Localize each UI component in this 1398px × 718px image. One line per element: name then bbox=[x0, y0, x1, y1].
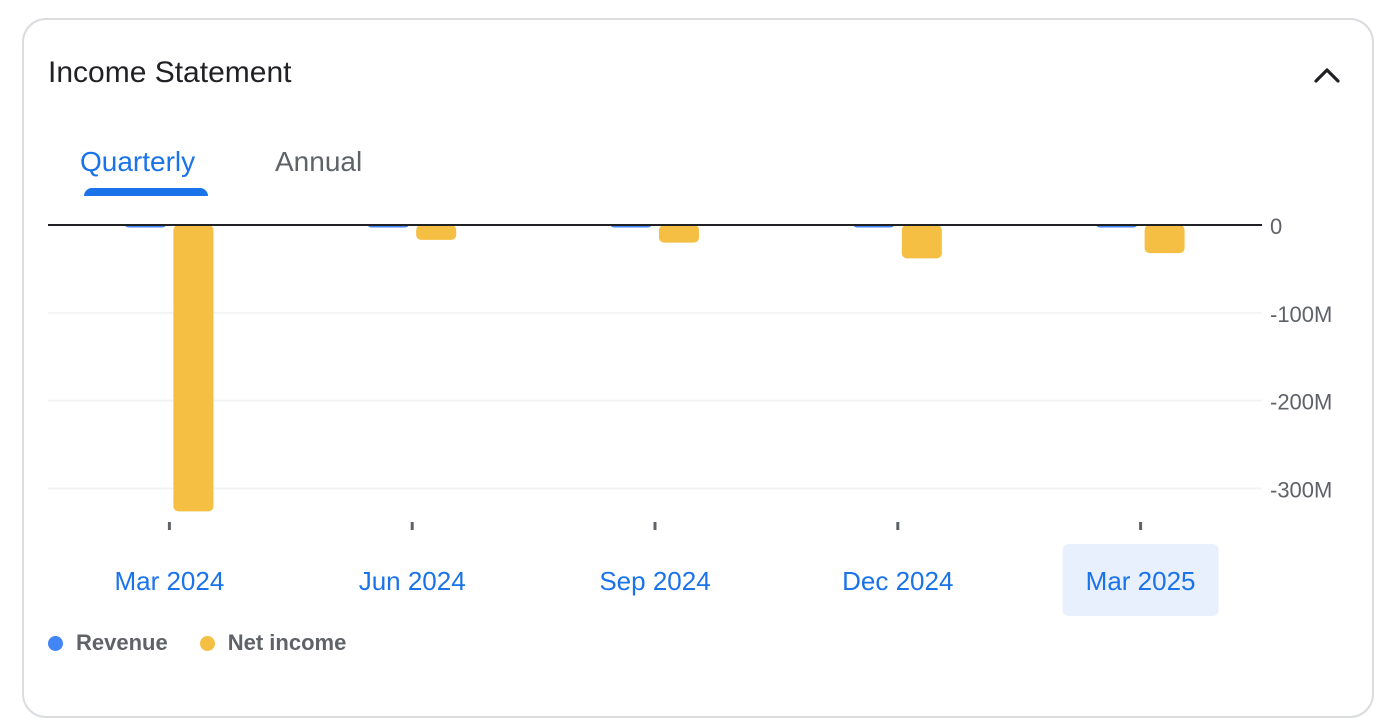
legend-dot-net-income bbox=[199, 635, 215, 651]
legend-label-net-income: Net income bbox=[227, 630, 347, 655]
x-tick-label[interactable]: Mar 2025 bbox=[1086, 566, 1196, 596]
card-title: Income Statement bbox=[48, 56, 292, 89]
income-chart: 0 -100M -200M -300M Mar 2024 Jun 2024 Sep 2024… bbox=[48, 214, 1332, 616]
tab-annual[interactable]: Annual bbox=[275, 146, 363, 177]
x-tick-label[interactable]: Sep 2024 bbox=[599, 566, 710, 596]
net-income-bar bbox=[659, 225, 699, 243]
net-income-bar bbox=[173, 225, 214, 512]
legend-label-revenue: Revenue bbox=[76, 630, 168, 655]
net-income-bar bbox=[1144, 225, 1185, 254]
y-tick-label: 0 bbox=[1270, 214, 1282, 239]
tab-quarterly[interactable]: Quarterly bbox=[80, 146, 196, 177]
x-tick-label[interactable]: Jun 2024 bbox=[359, 566, 466, 596]
net-income-bar bbox=[416, 225, 457, 240]
tab-active-indicator bbox=[84, 188, 208, 196]
chart-legend: Revenue Net income bbox=[48, 630, 378, 656]
legend-dot-revenue bbox=[48, 635, 63, 651]
legend-item-net-income[interactable]: Net income bbox=[199, 630, 347, 656]
chevron-up-icon bbox=[1314, 68, 1340, 83]
collapse-button[interactable] bbox=[1304, 52, 1350, 98]
net-income-bar bbox=[901, 225, 942, 259]
y-tick-label: -200M bbox=[1270, 390, 1332, 415]
y-tick-label: -300M bbox=[1270, 478, 1332, 503]
selected-category-highlight[interactable] bbox=[1062, 544, 1219, 616]
y-tick-label: -100M bbox=[1270, 302, 1332, 327]
legend-item-revenue[interactable]: Revenue bbox=[48, 630, 168, 656]
x-tick-label[interactable]: Dec 2024 bbox=[842, 566, 953, 596]
x-tick-label[interactable]: Mar 2024 bbox=[114, 566, 224, 596]
